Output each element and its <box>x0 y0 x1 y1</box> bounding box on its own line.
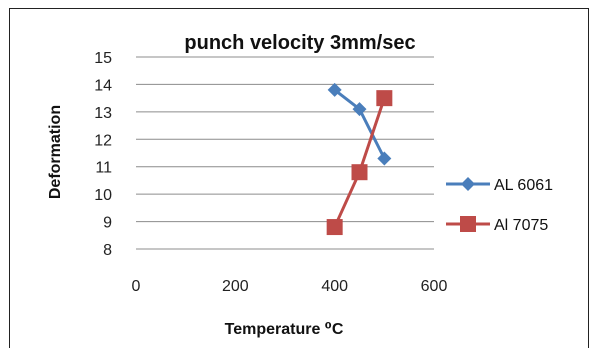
y-tick-label: 10 <box>94 187 112 204</box>
y-tick-label: 8 <box>103 242 112 259</box>
y-axis-title: Deformation <box>47 105 64 199</box>
legend-item: AL 6061 <box>446 177 553 194</box>
y-tick-label: 11 <box>95 160 112 177</box>
legend-label: Al 7075 <box>494 217 548 234</box>
x-tick-labels: 0 200 400 600 <box>132 278 448 295</box>
series-layer <box>327 83 393 235</box>
y-tick-label: 13 <box>94 105 112 122</box>
series-line <box>335 98 385 227</box>
x-tick-label: 400 <box>321 278 348 295</box>
legend-marker <box>461 177 475 191</box>
y-tick-label: 12 <box>94 132 112 149</box>
legend-item: Al 7075 <box>446 216 548 234</box>
y-tick-labels: 8 9 10 11 12 13 14 15 <box>94 50 112 259</box>
data-point <box>377 151 391 165</box>
chart-title: punch velocity 3mm/sec <box>184 32 415 54</box>
y-tick-label: 14 <box>94 77 112 94</box>
legend: AL 6061 Al 7075 <box>446 177 553 234</box>
legend-label: AL 6061 <box>494 177 553 194</box>
x-tick-label: 0 <box>132 278 141 295</box>
data-point <box>327 219 343 235</box>
y-tick-label: 9 <box>103 215 112 232</box>
y-tick-label: 15 <box>94 50 112 67</box>
x-tick-label: 600 <box>421 278 448 295</box>
x-axis-title: Temperature ⁰C <box>225 321 344 338</box>
x-tick-label: 200 <box>222 278 249 295</box>
data-point <box>352 164 368 180</box>
legend-marker <box>460 216 476 232</box>
y-gridlines <box>136 57 434 249</box>
data-point <box>376 90 392 106</box>
